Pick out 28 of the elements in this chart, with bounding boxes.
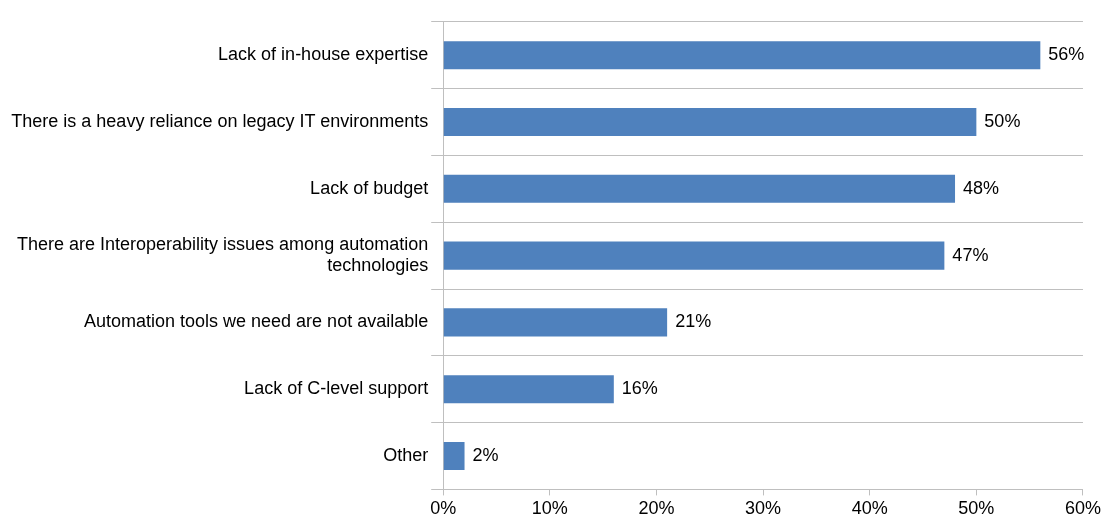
x-tick-label: 10% — [531, 498, 568, 519]
x-tick-label: 20% — [638, 498, 675, 519]
bar — [443, 107, 977, 137]
data-label: 47% — [952, 244, 989, 265]
y-tick-label: There are Interoperability issues among automation technologies — [16, 233, 429, 276]
bar — [443, 375, 614, 404]
x-tick-label: 40% — [851, 498, 888, 519]
x-tick-label: 30% — [745, 498, 782, 519]
data-label: 21% — [675, 311, 712, 332]
y-tick-label: Lack of budget — [310, 177, 429, 198]
x-tick-label: 60% — [1064, 498, 1101, 519]
y-tick-label: Lack of C-level support — [244, 378, 429, 399]
data-label: 50% — [984, 110, 1021, 131]
bar — [443, 308, 668, 337]
y-tick-label: Other — [383, 444, 429, 465]
bar — [443, 41, 1041, 70]
x-tick-label: 0% — [430, 498, 457, 519]
y-tick-label: There is a heavy reliance on legacy IT environments — [11, 110, 429, 131]
data-label: 16% — [621, 378, 658, 399]
bar — [443, 174, 956, 203]
y-tick-label: Lack of in-house expertise — [218, 44, 429, 65]
bar — [443, 241, 945, 270]
data-label: 2% — [472, 444, 499, 465]
data-label: 48% — [963, 177, 1000, 198]
data-label: 56% — [1048, 44, 1085, 65]
bar — [443, 441, 465, 471]
x-tick-label: 50% — [958, 498, 995, 519]
y-tick-label: Automation tools we need are not available — [83, 311, 429, 332]
